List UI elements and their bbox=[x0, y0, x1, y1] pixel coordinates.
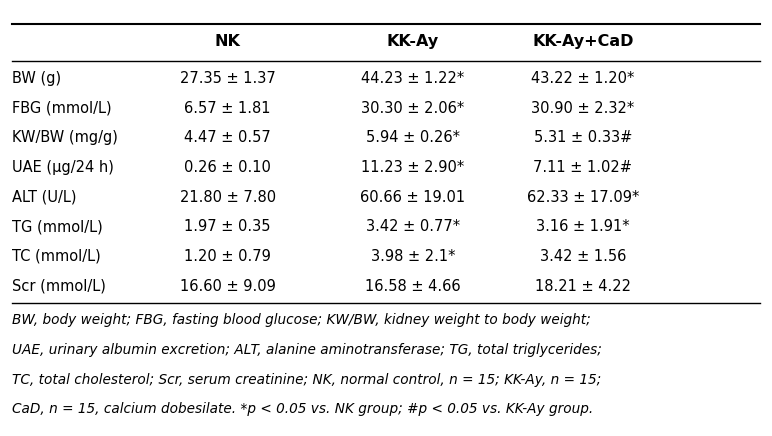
Text: 62.33 ± 17.09*: 62.33 ± 17.09* bbox=[527, 190, 639, 204]
Text: 43.22 ± 1.20*: 43.22 ± 1.20* bbox=[531, 71, 635, 86]
Text: 30.30 ± 2.06*: 30.30 ± 2.06* bbox=[361, 101, 465, 116]
Text: 5.31 ± 0.33#: 5.31 ± 0.33# bbox=[533, 130, 632, 145]
Text: FBG (mmol/L): FBG (mmol/L) bbox=[12, 101, 111, 116]
Text: BW, body weight; FBG, fasting blood glucose; KW/BW, kidney weight to body weight: BW, body weight; FBG, fasting blood gluc… bbox=[12, 313, 591, 327]
Text: 3.98 ± 2.1*: 3.98 ± 2.1* bbox=[371, 249, 455, 264]
Text: 27.35 ± 1.37: 27.35 ± 1.37 bbox=[180, 71, 276, 86]
Text: 21.80 ± 7.80: 21.80 ± 7.80 bbox=[180, 190, 276, 204]
Text: UAE (μg/24 h): UAE (μg/24 h) bbox=[12, 160, 113, 175]
Text: 6.57 ± 1.81: 6.57 ± 1.81 bbox=[185, 101, 271, 116]
Text: KW/BW (mg/g): KW/BW (mg/g) bbox=[12, 130, 117, 145]
Text: Scr (mmol/L): Scr (mmol/L) bbox=[12, 279, 106, 293]
Text: TC (mmol/L): TC (mmol/L) bbox=[12, 249, 100, 264]
Text: 16.58 ± 4.66: 16.58 ± 4.66 bbox=[365, 279, 461, 293]
Text: KK-Ay: KK-Ay bbox=[387, 34, 439, 49]
Text: NK: NK bbox=[215, 34, 241, 49]
Text: 11.23 ± 2.90*: 11.23 ± 2.90* bbox=[361, 160, 465, 175]
Text: 30.90 ± 2.32*: 30.90 ± 2.32* bbox=[531, 101, 635, 116]
Text: ALT (U/L): ALT (U/L) bbox=[12, 190, 76, 204]
Text: 1.97 ± 0.35: 1.97 ± 0.35 bbox=[185, 219, 271, 234]
Text: 5.94 ± 0.26*: 5.94 ± 0.26* bbox=[366, 130, 460, 145]
Text: 7.11 ± 1.02#: 7.11 ± 1.02# bbox=[533, 160, 632, 175]
Text: 0.26 ± 0.10: 0.26 ± 0.10 bbox=[185, 160, 271, 175]
Text: 16.60 ± 9.09: 16.60 ± 9.09 bbox=[180, 279, 276, 293]
Text: 3.16 ± 1.91*: 3.16 ± 1.91* bbox=[536, 219, 630, 234]
Text: CaD, n = 15, calcium dobesilate. *p < 0.05 vs. NK group; #p < 0.05 vs. KK-Ay gro: CaD, n = 15, calcium dobesilate. *p < 0.… bbox=[12, 402, 593, 416]
Text: 18.21 ± 4.22: 18.21 ± 4.22 bbox=[535, 279, 631, 293]
Text: 60.66 ± 19.01: 60.66 ± 19.01 bbox=[361, 190, 466, 204]
Text: BW (g): BW (g) bbox=[12, 71, 61, 86]
Text: KK-Ay+CaD: KK-Ay+CaD bbox=[532, 34, 634, 49]
Text: 44.23 ± 1.22*: 44.23 ± 1.22* bbox=[361, 71, 465, 86]
Text: 4.47 ± 0.57: 4.47 ± 0.57 bbox=[185, 130, 271, 145]
Text: TC, total cholesterol; Scr, serum creatinine; NK, normal control, n = 15; KK-Ay,: TC, total cholesterol; Scr, serum creati… bbox=[12, 373, 601, 387]
Text: TG (mmol/L): TG (mmol/L) bbox=[12, 219, 103, 234]
Text: 3.42 ± 1.56: 3.42 ± 1.56 bbox=[540, 249, 626, 264]
Text: 3.42 ± 0.77*: 3.42 ± 0.77* bbox=[366, 219, 460, 234]
Text: UAE, urinary albumin excretion; ALT, alanine aminotransferase; TG, total triglyc: UAE, urinary albumin excretion; ALT, ala… bbox=[12, 343, 601, 357]
Text: 1.20 ± 0.79: 1.20 ± 0.79 bbox=[185, 249, 271, 264]
